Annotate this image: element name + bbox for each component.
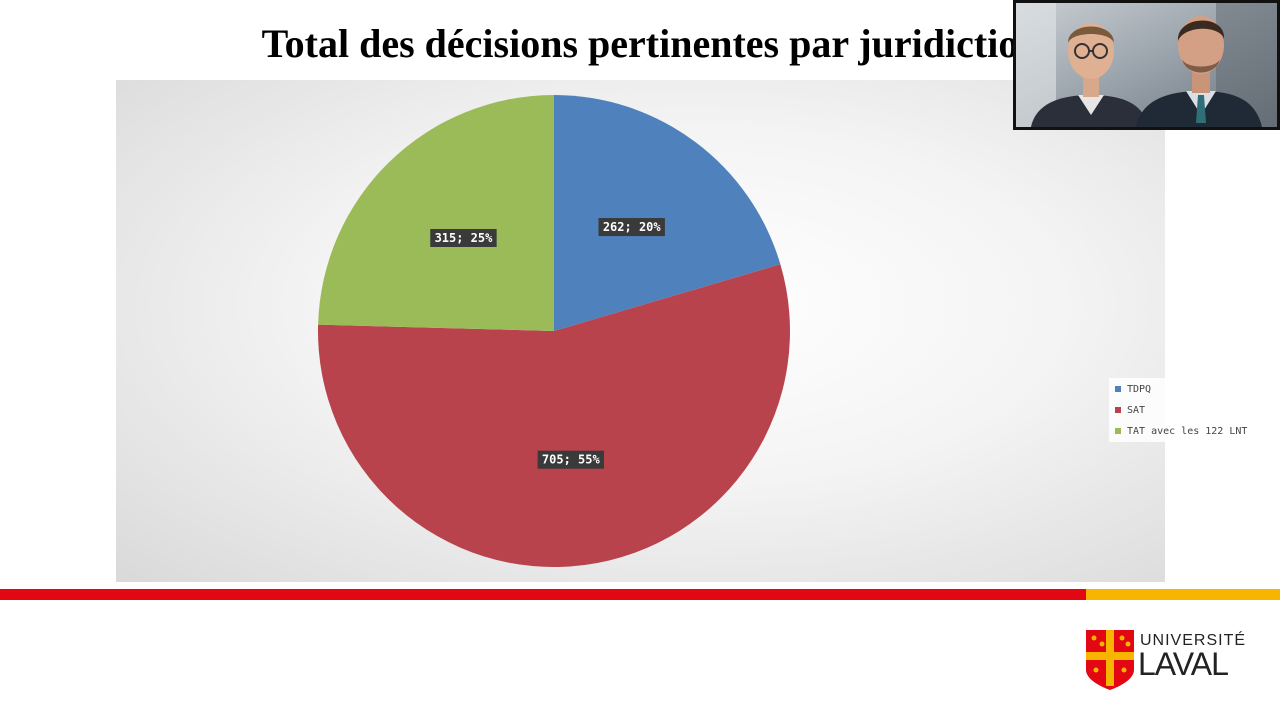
svg-text:315; 25%: 315; 25% [435,231,494,245]
pie-slice-tdpq [554,95,781,331]
legend-item-tdpq: TDPQ [1115,381,1151,397]
logo-line-laval: LAVAL [1138,646,1229,682]
slide-title: Total des décisions pertinentes par juri… [261,21,1019,66]
legend-item-sat: SAT [1115,402,1145,418]
data-label-tdpq: 262; 20% [598,218,665,237]
legend-item-tat: TAT avec les 122 LNT [1115,423,1247,439]
pie-slice-tat-avec-les-122-lnt [318,95,554,331]
presenters-video-icon [1013,0,1280,130]
svg-text:262; 20%: 262; 20% [603,220,662,234]
logo-line-universite: UNIVERSITÉ [1140,632,1247,649]
legend-label-tat: TAT avec les 122 LNT [1127,425,1248,437]
legend-label-tdpq: TDPQ [1127,383,1152,395]
pie-chart-svg: 262; 20% 705; 55% 315; 25% [318,95,790,567]
legend-swatch-tdpq [1115,386,1121,392]
legend-label-sat: SAT [1127,404,1146,416]
svg-text:705; 55%: 705; 55% [542,453,601,467]
data-label-sat: 705; 55% [537,450,605,469]
pie-slice-sat [318,264,790,567]
brand-bar-yellow [1086,589,1280,600]
legend-swatch-tat [1115,428,1121,434]
legend-swatch-sat [1115,407,1121,413]
universite-laval-logo: UNIVERSITÉ LAVAL [1086,630,1245,690]
chart-legend: TDPQ SAT TAT avec les 122 LNT [1109,378,1272,442]
pie-chart: 262; 20% 705; 55% 315; 25% TDPQ SAT TAT av… [116,80,1272,582]
webcam-feed [1016,3,1277,127]
data-label-tat-avec-les-122-lnt: 315; 25% [430,228,497,247]
brand-bar-red [0,589,1086,600]
laval-shield-icon [1086,630,1134,690]
